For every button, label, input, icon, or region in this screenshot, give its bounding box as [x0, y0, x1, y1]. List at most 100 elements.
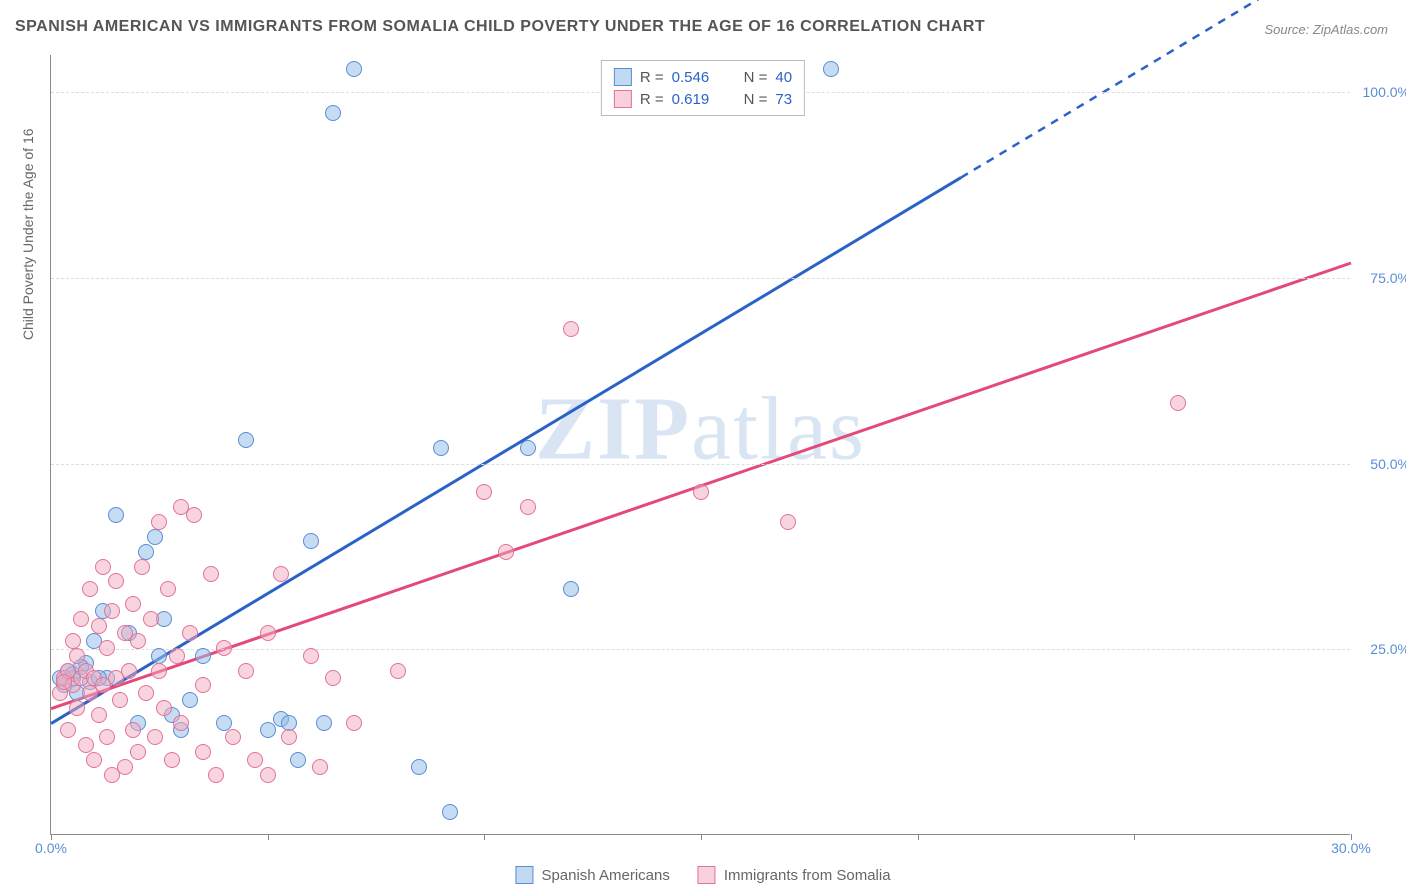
- data-point: [104, 603, 120, 619]
- data-point: [130, 744, 146, 760]
- data-point: [151, 663, 167, 679]
- xtick-mark: [268, 834, 269, 840]
- legend-item-somalia: Immigrants from Somalia: [698, 866, 891, 884]
- data-point: [260, 767, 276, 783]
- gridline: [51, 278, 1350, 279]
- data-point: [125, 596, 141, 612]
- chart-container: SPANISH AMERICAN VS IMMIGRANTS FROM SOMA…: [0, 0, 1406, 892]
- data-point: [260, 625, 276, 641]
- source-label: Source: ZipAtlas.com: [1264, 22, 1388, 37]
- data-point: [281, 715, 297, 731]
- ytick-label: 25.0%: [1370, 641, 1406, 657]
- xtick-mark: [701, 834, 702, 840]
- data-point: [91, 618, 107, 634]
- data-point: [390, 663, 406, 679]
- data-point: [411, 759, 427, 775]
- data-point: [112, 692, 128, 708]
- data-point: [147, 529, 163, 545]
- data-point: [203, 566, 219, 582]
- data-point: [117, 759, 133, 775]
- data-point: [433, 440, 449, 456]
- data-point: [498, 544, 514, 560]
- data-point: [143, 611, 159, 627]
- data-point: [99, 640, 115, 656]
- trendline-spanish: [51, 178, 961, 724]
- swatch-blue-icon: [515, 866, 533, 884]
- swatch-pink-icon: [614, 90, 632, 108]
- data-point: [312, 759, 328, 775]
- data-point: [160, 581, 176, 597]
- chart-title: SPANISH AMERICAN VS IMMIGRANTS FROM SOMA…: [15, 18, 985, 36]
- data-point: [442, 804, 458, 820]
- data-point: [82, 581, 98, 597]
- data-point: [216, 715, 232, 731]
- data-point: [238, 432, 254, 448]
- data-point: [182, 692, 198, 708]
- data-point: [130, 633, 146, 649]
- legend-item-spanish: Spanish Americans: [515, 866, 669, 884]
- data-point: [303, 648, 319, 664]
- data-point: [290, 752, 306, 768]
- data-point: [156, 700, 172, 716]
- data-point: [273, 566, 289, 582]
- data-point: [151, 514, 167, 530]
- gridline: [51, 464, 1350, 465]
- data-point: [693, 484, 709, 500]
- data-point: [195, 744, 211, 760]
- data-point: [151, 648, 167, 664]
- data-point: [182, 625, 198, 641]
- data-point: [73, 611, 89, 627]
- data-point: [346, 61, 362, 77]
- data-point: [78, 737, 94, 753]
- data-point: [195, 677, 211, 693]
- data-point: [325, 105, 341, 121]
- series-legend: Spanish Americans Immigrants from Somali…: [515, 866, 890, 884]
- data-point: [195, 648, 211, 664]
- xtick-mark: [484, 834, 485, 840]
- data-point: [563, 581, 579, 597]
- data-point: [108, 573, 124, 589]
- ytick-label: 50.0%: [1370, 456, 1406, 472]
- swatch-blue-icon: [614, 68, 632, 86]
- y-axis-label: Child Poverty Under the Age of 16: [20, 128, 36, 340]
- data-point: [216, 640, 232, 656]
- gridline: [51, 649, 1350, 650]
- data-point: [86, 752, 102, 768]
- data-point: [1170, 395, 1186, 411]
- data-point: [69, 700, 85, 716]
- xtick-label: 0.0%: [35, 840, 67, 856]
- plot-area: ZIPatlas 25.0%50.0%75.0%100.0%0.0%30.0%: [50, 55, 1350, 835]
- data-point: [125, 722, 141, 738]
- data-point: [281, 729, 297, 745]
- ytick-label: 100.0%: [1363, 84, 1406, 100]
- correlation-legend: R = 0.546 N = 40 R = 0.619 N = 73: [601, 60, 805, 116]
- data-point: [346, 715, 362, 731]
- ytick-label: 75.0%: [1370, 270, 1406, 286]
- data-point: [121, 663, 137, 679]
- data-point: [316, 715, 332, 731]
- data-point: [238, 663, 254, 679]
- data-point: [60, 722, 76, 738]
- data-point: [65, 633, 81, 649]
- swatch-pink-icon: [698, 866, 716, 884]
- data-point: [563, 321, 579, 337]
- data-point: [95, 559, 111, 575]
- data-point: [520, 499, 536, 515]
- data-point: [325, 670, 341, 686]
- xtick-mark: [1134, 834, 1135, 840]
- data-point: [260, 722, 276, 738]
- data-point: [476, 484, 492, 500]
- data-point: [225, 729, 241, 745]
- data-point: [134, 559, 150, 575]
- data-point: [99, 729, 115, 745]
- data-point: [520, 440, 536, 456]
- legend-row-spanish: R = 0.546 N = 40: [614, 66, 792, 88]
- data-point: [247, 752, 263, 768]
- data-point: [138, 685, 154, 701]
- data-point: [91, 707, 107, 723]
- data-point: [823, 61, 839, 77]
- data-point: [56, 674, 72, 690]
- xtick-label: 30.0%: [1331, 840, 1371, 856]
- data-point: [147, 729, 163, 745]
- legend-row-somalia: R = 0.619 N = 73: [614, 88, 792, 110]
